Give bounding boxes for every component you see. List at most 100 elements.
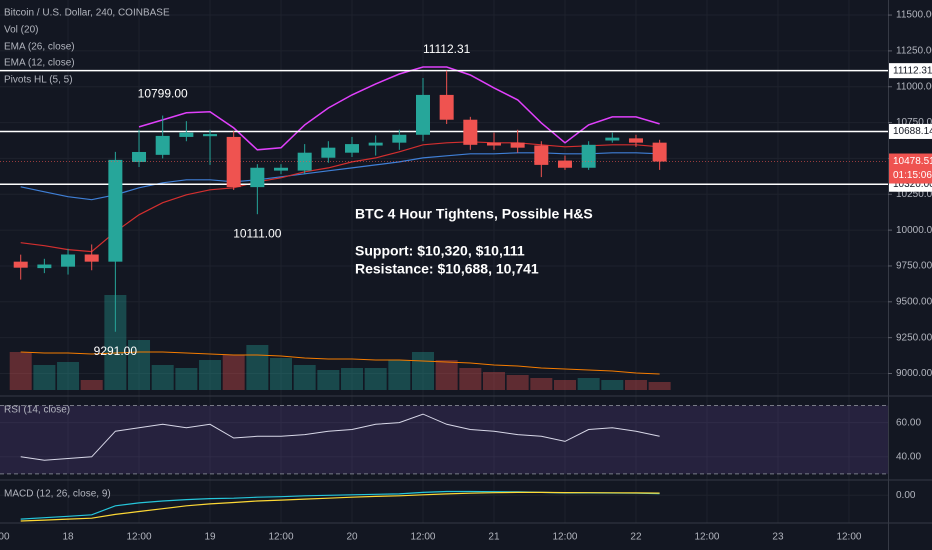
annotation: BTC 4 Hour Tightens, Possible H&S: [355, 206, 593, 222]
pane-title: RSI (14, close): [4, 405, 70, 416]
last-price-label: 10478.51: [893, 156, 932, 167]
volume-bar: [411, 352, 434, 390]
volume-bar: [459, 368, 482, 390]
rsi-line: [20, 413, 660, 461]
countdown-label: 01:15:06: [893, 170, 932, 181]
volume-bar: [341, 368, 364, 390]
candle-body: [155, 135, 170, 155]
volume-bar: [553, 380, 576, 390]
pivot-label: 10111.00: [233, 226, 282, 240]
volume-bar: [151, 365, 174, 390]
candle-body: [61, 254, 76, 267]
candle-body: [203, 134, 218, 137]
volume-bar: [317, 370, 340, 390]
volume-bar: [104, 295, 127, 390]
candle-body: [557, 160, 572, 168]
volume-ma-line: [20, 351, 660, 375]
volume-bar: [577, 378, 600, 390]
x-tick-label: 12:00: [127, 532, 152, 543]
candle-body: [628, 138, 643, 143]
candle-body: [652, 142, 667, 162]
x-tick-label: 18: [62, 532, 74, 543]
candle-body: [345, 144, 360, 153]
price-badge-label: 11112.31: [893, 65, 932, 76]
y-tick-label: 9750.00: [896, 261, 932, 272]
volume-bar: [9, 352, 32, 390]
price-badge: [889, 63, 932, 79]
volume-bar: [601, 380, 624, 390]
volume-bar: [388, 360, 411, 390]
candle-body: [392, 134, 407, 143]
x-tick-label: 19: [204, 532, 216, 543]
annotation: Resistance: $10,688, 10,741: [355, 261, 539, 277]
volume-bar: [364, 368, 387, 390]
volume-bar: [222, 355, 245, 390]
candle-body: [37, 264, 52, 269]
legend-entry: Pivots HL (5, 5): [4, 75, 73, 86]
price-badge-label: 10320.00: [893, 179, 932, 190]
candle-body: [510, 142, 525, 148]
y-tick-label: 10250.00: [896, 189, 932, 200]
candle-body: [274, 167, 289, 171]
volume-bar: [80, 380, 103, 390]
candle-body: [415, 94, 430, 135]
x-tick-label: 12:00: [268, 532, 293, 543]
volume-bar: [246, 345, 269, 390]
y-tick-label: 0.00: [896, 490, 916, 501]
pane-title: MACD (12, 26, close, 9): [4, 489, 111, 500]
indicator-line: [20, 152, 660, 201]
y-tick-label: 9500.00: [896, 296, 932, 307]
x-tick-label: 21: [488, 532, 500, 543]
pivot-label: 11112.31: [423, 42, 471, 56]
indicator-line: [138, 66, 660, 151]
indicator-line: [20, 141, 660, 253]
volume-bar: [506, 375, 529, 390]
candle-body: [179, 132, 194, 137]
x-tick-label: 12:00: [0, 532, 10, 543]
candle-body: [108, 159, 123, 262]
signal-line: [20, 491, 660, 522]
candle-body: [226, 136, 241, 188]
price-badge-label: 10688.14: [893, 126, 932, 137]
volume-bar: [33, 365, 56, 390]
candle-body: [84, 254, 99, 262]
candle-body: [368, 142, 383, 146]
candle-body: [321, 147, 336, 158]
legend-entry: Vol (20): [4, 25, 38, 36]
x-tick-label: 12:00: [694, 532, 719, 543]
x-tick-label: 20: [346, 532, 358, 543]
volume-bar: [175, 368, 198, 390]
x-tick-label: 12:00: [552, 532, 577, 543]
candle-body: [463, 119, 478, 145]
volume-bar: [530, 378, 553, 390]
rsi-band: [0, 405, 888, 474]
y-tick-label: 9000.00: [896, 368, 932, 379]
y-tick-label: 10750.00: [896, 117, 932, 128]
candle-body: [132, 151, 147, 163]
candle-body: [13, 261, 28, 268]
legend-entry: EMA (12, close): [4, 58, 75, 69]
candle-body: [486, 142, 501, 146]
candle-body: [581, 144, 596, 168]
volume-bar: [435, 360, 458, 390]
candle-body: [297, 152, 312, 171]
y-tick-label: 10000.00: [896, 225, 932, 236]
volume-bar: [624, 380, 647, 390]
y-tick-label: 11250.00: [896, 46, 932, 57]
chart-title: Bitcoin / U.S. Dollar, 240, COINBASE: [4, 8, 170, 19]
y-tick-label: 11500.00: [896, 10, 932, 21]
y-tick-label: 9250.00: [896, 332, 932, 343]
volume-bar: [270, 358, 293, 390]
candle-body: [605, 137, 620, 141]
price-badge: [889, 123, 932, 139]
x-tick-label: 12:00: [836, 532, 861, 543]
candle-body: [250, 167, 265, 188]
pivot-label: 10799.00: [138, 87, 188, 101]
volume-bar: [199, 360, 222, 390]
pivot-label: 9291.00: [94, 344, 138, 358]
legend-entry: EMA (26, close): [4, 42, 75, 53]
y-tick-label: 60.00: [896, 417, 921, 428]
y-tick-label: 11000.00: [896, 81, 932, 92]
